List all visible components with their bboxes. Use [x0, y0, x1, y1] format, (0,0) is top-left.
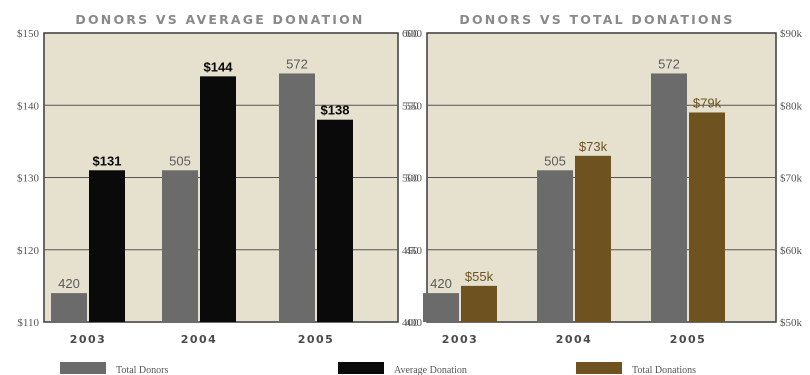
data-label-total-donations: $55k	[465, 269, 494, 284]
legend-swatch-total-donors	[60, 362, 106, 374]
bar-total-donors	[537, 170, 573, 322]
data-label-total-donors: 505	[544, 153, 566, 168]
right-axis-tick-label: $50k	[780, 317, 803, 329]
category-label: 2004	[556, 333, 593, 346]
bar-total-donors	[162, 170, 198, 322]
right-axis-tick-label: $60k	[780, 245, 803, 257]
data-label-total-donors: 505	[169, 153, 191, 168]
right-axis-tick-label: 600	[402, 28, 419, 40]
data-label-total-donations: $79k	[693, 95, 722, 110]
category-label: 2005	[670, 333, 707, 346]
category-label: 2003	[442, 333, 479, 346]
left-axis-tick-label: 400	[406, 317, 423, 329]
legend-swatch-average-donation	[338, 362, 384, 374]
left-axis-tick-label: $130	[17, 173, 40, 185]
legend: Total Donors Average Donation Total Donati…	[60, 362, 696, 375]
left-axis-tick-label: 500	[406, 173, 423, 185]
left-axis-tick-label: 450	[406, 245, 423, 257]
bar-total-donors	[51, 293, 87, 322]
right-axis-tick-label: 500	[402, 173, 419, 185]
right-axis-tick-label: 400	[402, 317, 419, 329]
data-label-average-donation: $138	[321, 103, 350, 118]
bar-total-donations	[575, 155, 611, 322]
data-label-total-donors: 420	[430, 276, 452, 291]
bar-total-donors	[279, 73, 315, 323]
bar-total-donations	[689, 112, 725, 322]
data-label-total-donors: 420	[58, 276, 80, 291]
data-label-average-donation: $131	[93, 153, 122, 168]
category-label: 2004	[181, 333, 218, 346]
data-label-average-donation: $144	[204, 59, 234, 74]
left-axis-tick-label: 550	[406, 100, 423, 112]
category-label: 2003	[70, 333, 107, 346]
bar-total-donors	[423, 293, 459, 322]
legend-swatch-total-donations	[576, 362, 622, 374]
donors-vs-total-donations-chart: DONORS VS TOTAL DONATIONS 400 450 500 550 600…	[406, 12, 803, 346]
right-axis-tick-label: 550	[402, 100, 419, 112]
data-label-total-donors: 572	[658, 56, 680, 71]
bar-average-donation	[200, 76, 236, 322]
right-axis-tick-label: $80k	[780, 100, 803, 112]
legend-label-total-donations: Total Donations	[632, 365, 696, 375]
bar-total-donors	[651, 73, 687, 323]
bar-average-donation	[89, 170, 125, 322]
left-axis-tick-label: $140	[17, 100, 40, 112]
bar-total-donations	[461, 285, 497, 322]
left-axis-tick-label: $150	[17, 28, 40, 40]
category-label: 2005	[298, 333, 335, 346]
bar-average-donation	[317, 119, 353, 322]
left-axis-tick-label: $120	[17, 245, 40, 257]
data-label-total-donations: $73k	[579, 139, 608, 154]
chart-title: DONORS VS TOTAL DONATIONS	[459, 12, 734, 27]
right-axis-tick-label: 450	[402, 245, 419, 257]
left-axis-tick-label: 600	[406, 28, 423, 40]
data-label-total-donors: 572	[286, 56, 308, 71]
legend-label-average-donation: Average Donation	[394, 365, 467, 375]
legend-label-total-donors: Total Donors	[116, 365, 168, 375]
right-axis-tick-label: $90k	[780, 28, 803, 40]
left-axis-tick-label: $110	[17, 317, 39, 329]
chart-title: DONORS VS AVERAGE DONATION	[75, 12, 364, 27]
right-axis-tick-label: $70k	[780, 173, 803, 185]
donors-vs-average-donation-chart: DONORS VS AVERAGE DONATION $110 $120 $130 $1…	[17, 12, 419, 346]
